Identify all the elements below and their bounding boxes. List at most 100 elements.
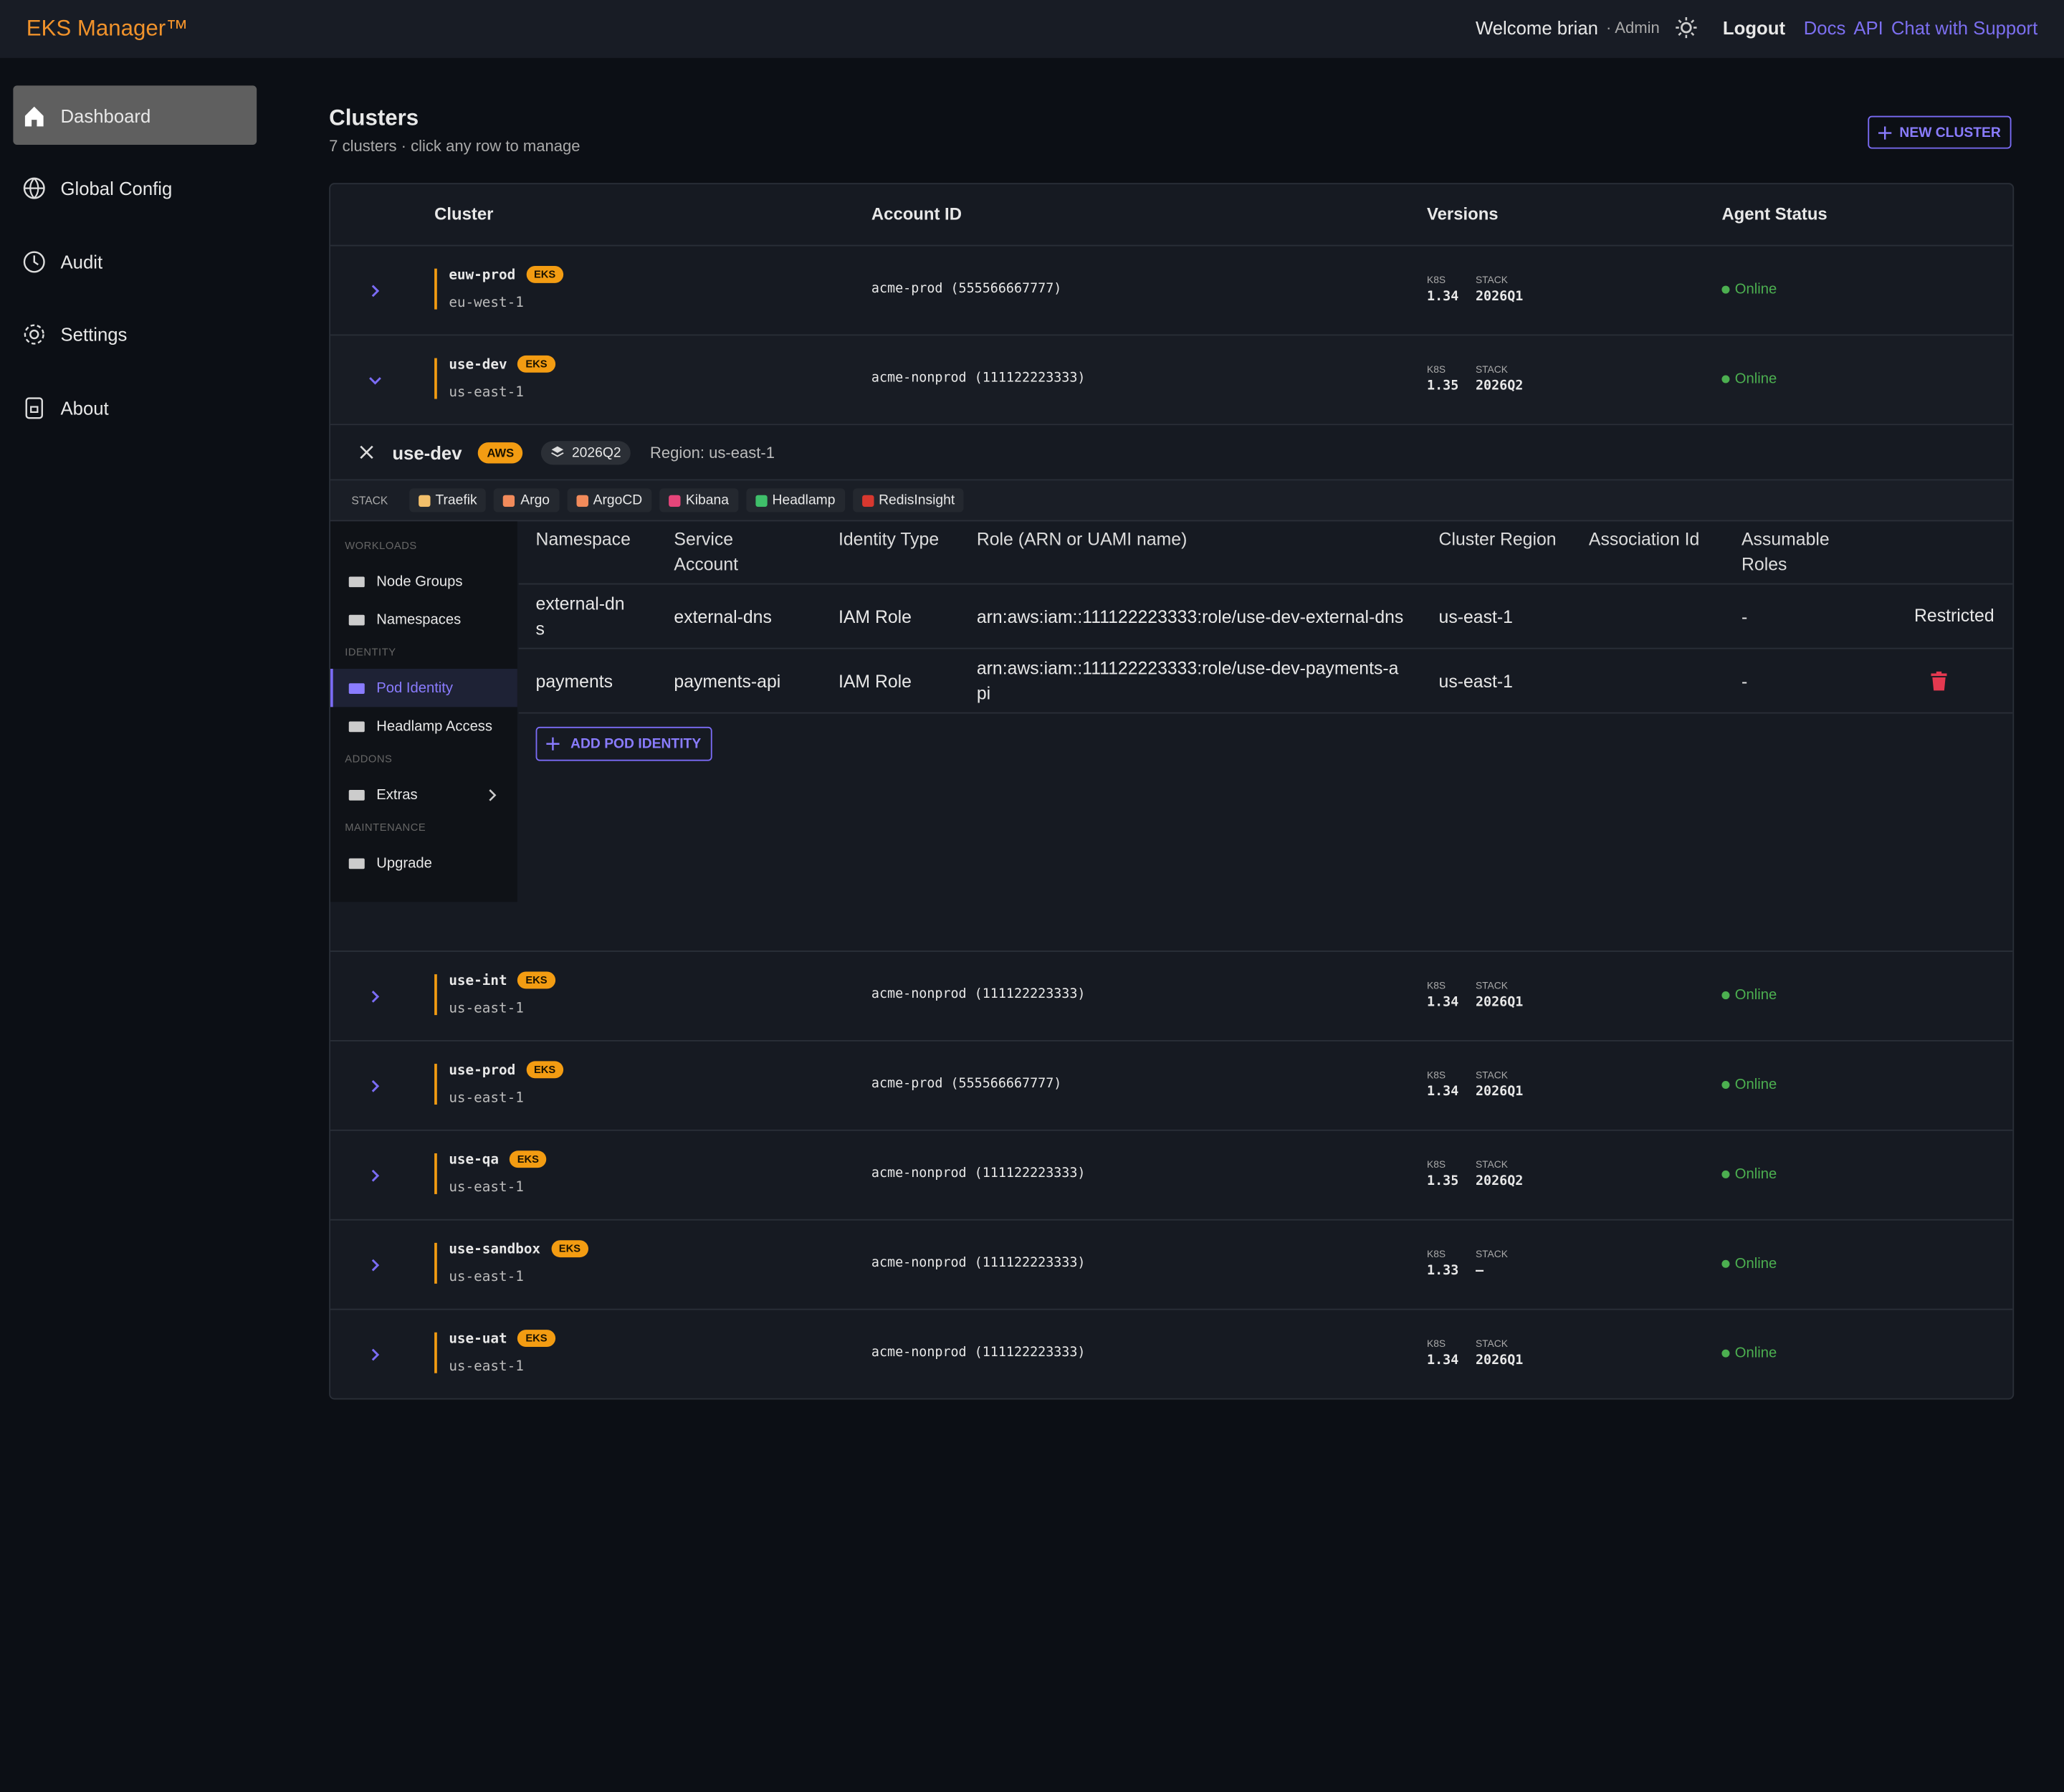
tool-name: ArgoCD — [593, 492, 643, 508]
cluster-region: eu-west-1 — [449, 295, 524, 311]
detail-nav-item[interactable]: Upgrade — [330, 844, 517, 882]
account-id: acme-prod (555566667777) — [871, 282, 1062, 297]
icon — [22, 176, 46, 200]
cluster-region: us-east-1 — [449, 1269, 524, 1285]
cluster-name-line: euw-prod EKS — [449, 266, 564, 283]
stack-label: STACK — [1475, 1069, 1508, 1081]
tool-chip[interactable]: ArgoCD — [566, 488, 652, 513]
cluster-detail: use-dev AWS 2026Q2 Region: us-east-1 STACK Tr… — [330, 425, 2013, 952]
header-link[interactable]: Chat with Support — [1891, 16, 2038, 39]
pod-cell: us-east-1 — [1438, 670, 1513, 691]
cluster-name-line: use-prod EKS — [449, 1061, 564, 1079]
stack-version: 2026Q2 — [571, 444, 621, 460]
status-dot — [1721, 1259, 1730, 1268]
header-link[interactable]: Docs — [1803, 16, 1846, 39]
cluster-name-line: use-qa EKS — [449, 1150, 547, 1168]
detail-nav-item[interactable]: Pod Identity — [330, 669, 517, 707]
detail-nav-item[interactable]: Headlamp Access — [330, 707, 517, 745]
icon — [546, 737, 560, 750]
tool-chip[interactable]: Kibana — [659, 488, 738, 513]
k8s-label: K8S — [1427, 363, 1446, 376]
stack-label: STACK — [1475, 1158, 1508, 1171]
icon[interactable] — [1931, 671, 1947, 692]
detail-nav-item[interactable]: Namespaces — [330, 601, 517, 639]
accent-bar — [434, 974, 437, 1016]
icon[interactable] — [359, 445, 373, 459]
k8s-label: K8S — [1427, 1069, 1446, 1081]
accent-bar — [434, 1064, 437, 1105]
k8s-version: 1.34 — [1427, 995, 1459, 1010]
tool-name: RedisInsight — [879, 492, 955, 508]
table-header: Cluster Account ID Versions Agent Status — [330, 184, 2013, 247]
cluster-badge: EKS — [550, 1240, 589, 1258]
nav-section-title: ADDONS — [345, 753, 393, 766]
detail-nav-item[interactable]: Node Groups — [330, 562, 517, 600]
status-dot — [1721, 375, 1730, 383]
nav-item[interactable]: Global Config — [13, 158, 257, 218]
account-id: acme-nonprod (111122223333) — [871, 1166, 1086, 1181]
restricted-label: Restricted — [1914, 605, 1994, 626]
cluster-badge: EKS — [525, 1061, 564, 1079]
nav-item[interactable]: About — [13, 378, 257, 437]
icon — [1878, 125, 1892, 139]
logout-button[interactable]: Logout — [1722, 16, 1786, 39]
add-pod-identity-button[interactable]: ADD POD IDENTITY — [535, 726, 712, 761]
cluster-row[interactable]: use-qa EKS us-east-1 acme-nonprod (11112222… — [330, 1131, 2013, 1221]
detail-nav-item[interactable]: Extras — [330, 776, 517, 814]
nav-item[interactable]: Settings — [13, 305, 257, 364]
agent-status: Online — [1734, 1166, 1777, 1183]
icon — [366, 282, 385, 300]
nav-label: About — [60, 396, 109, 419]
stack-version: 2026Q1 — [1475, 290, 1524, 305]
header-link[interactable]: API — [1853, 16, 1883, 39]
tool-chip[interactable]: Traefik — [408, 488, 487, 513]
tool-chip[interactable]: RedisInsight — [852, 488, 965, 513]
account-id: acme-prod (555566667777) — [871, 1077, 1062, 1092]
cluster-row[interactable]: use-sandbox EKS us-east-1 acme-nonprod (111… — [330, 1221, 2013, 1310]
icon — [551, 445, 565, 459]
cluster-badge: EKS — [517, 971, 555, 989]
icon — [348, 573, 366, 589]
icon — [348, 718, 366, 734]
icon — [1675, 16, 1697, 39]
tool-chip[interactable]: Headlamp — [745, 488, 845, 513]
stack-version: 2026Q2 — [1475, 378, 1524, 394]
cluster-name-line: use-int EKS — [449, 971, 555, 989]
nav-item-label: Node Groups — [376, 573, 463, 589]
pod-row: payments payments-api IAM Role arn:aws:iam:… — [518, 649, 2013, 714]
nav-section-title: IDENTITY — [345, 646, 396, 659]
cluster-row[interactable]: euw-prod EKS eu-west-1 acme-prod (555566667… — [330, 246, 2013, 336]
stack-label: STACK — [1475, 1338, 1508, 1350]
cluster-badge: EKS — [517, 355, 555, 373]
tool-chip[interactable]: Argo — [494, 488, 559, 513]
pod-cell: IAM Role — [838, 606, 912, 626]
nav-item[interactable]: Dashboard — [13, 85, 257, 146]
icon — [22, 396, 46, 419]
cluster-name: use-qa — [449, 1151, 500, 1168]
new-cluster-button[interactable]: NEW CLUSTER — [1868, 115, 2012, 149]
accent-bar — [434, 268, 437, 310]
cluster-row[interactable]: use-dev EKS us-east-1 acme-nonprod (1111222… — [330, 335, 2013, 426]
cluster-row[interactable]: use-int EKS us-east-1 acme-nonprod (1111222… — [330, 952, 2013, 1042]
account-id: acme-nonprod (111122223333) — [871, 1256, 1086, 1271]
cluster-badge: EKS — [525, 266, 564, 283]
cluster-row[interactable]: use-uat EKS us-east-1 acme-nonprod (1111222… — [330, 1310, 2012, 1398]
k8s-version: 1.34 — [1427, 1085, 1459, 1100]
stack-version: 2026Q1 — [1475, 1353, 1524, 1368]
cluster-region: us-east-1 — [449, 1179, 524, 1196]
stack-version: 2026Q1 — [1475, 1085, 1524, 1100]
pod-column-header: Identity Type — [838, 529, 940, 549]
cluster-name: use-prod — [449, 1062, 516, 1078]
icon — [22, 103, 46, 127]
nav-item-label: Headlamp Access — [376, 718, 493, 734]
agent-status: Online — [1734, 1345, 1777, 1362]
stack-label: STACK — [1475, 274, 1508, 286]
cluster-row[interactable]: use-prod EKS us-east-1 acme-prod (555566667… — [330, 1042, 2013, 1131]
icon — [22, 323, 46, 346]
pod-table-header: Namespace Service Account Identity Type Rol… — [518, 521, 2013, 585]
button-label: ADD POD IDENTITY — [570, 735, 702, 752]
nav-item[interactable]: Audit — [13, 232, 257, 291]
cluster-region: us-east-1 — [449, 1000, 524, 1016]
clusters-table: Cluster Account ID Versions Agent Status euw… — [329, 183, 2015, 1400]
column-header: Versions — [1427, 204, 1499, 224]
